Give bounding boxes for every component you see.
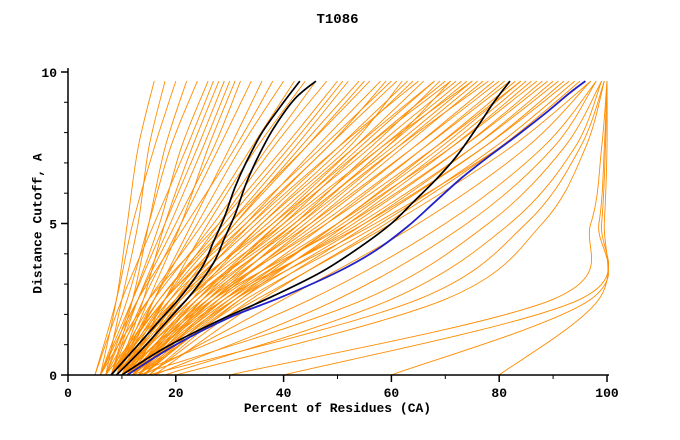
model-curve (99, 80, 225, 376)
model-curve (175, 80, 605, 376)
model-curve (99, 80, 155, 376)
model-curve (116, 80, 500, 376)
model-curve (164, 80, 603, 376)
model-curve (121, 80, 263, 376)
reference-curve (115, 80, 317, 376)
model-curve (132, 80, 597, 376)
x-tick-label: 20 (168, 386, 184, 401)
model-curve (391, 81, 609, 376)
model-curve (116, 80, 344, 376)
x-tick-label: 60 (384, 386, 400, 401)
model-curve (121, 80, 548, 376)
model-curve (143, 80, 592, 376)
y-tick-label: 5 (49, 218, 57, 233)
x-tick-label: 40 (276, 386, 292, 401)
x-tick-label: 0 (64, 386, 72, 401)
model-curve (229, 81, 608, 376)
y-tick-label: 0 (49, 369, 57, 384)
model-curve (143, 80, 522, 376)
model-curve (121, 80, 489, 376)
model-curve (99, 80, 274, 376)
model-curve (154, 80, 597, 376)
model-curve (132, 80, 559, 376)
highlight-curve (126, 80, 586, 376)
model-curve (110, 80, 387, 376)
model-curve (148, 80, 565, 376)
model-curve (132, 80, 441, 376)
model-curve (105, 80, 392, 376)
model-curve (121, 80, 522, 376)
x-tick-label: 80 (491, 386, 507, 401)
model-curve (110, 80, 252, 376)
model-curve (137, 80, 575, 376)
reference-curve (110, 80, 301, 376)
y-tick-label: 10 (41, 66, 57, 81)
model-curve (105, 80, 209, 376)
x-axis-label: Percent of Residues (CA) (243, 401, 432, 416)
model-curve (116, 80, 408, 376)
reference-curve (121, 80, 511, 376)
model-curve (127, 80, 570, 376)
model-curve (283, 81, 609, 376)
model-curve (110, 80, 317, 376)
model-curve (110, 80, 371, 376)
model-curve (137, 80, 435, 376)
model-curve (148, 80, 605, 376)
model-curve (105, 80, 166, 376)
model-curve (110, 80, 419, 376)
model-curve (153, 80, 581, 376)
model-curve (132, 80, 527, 376)
y-axis-label: Distance Cutoff, A (30, 153, 46, 294)
model-curve (94, 80, 177, 376)
chart-title: T1086 (316, 12, 359, 28)
model-curve (116, 80, 473, 376)
model-curve (137, 80, 602, 376)
model-curve (121, 80, 462, 376)
model-curve (99, 80, 198, 376)
x-tick-label: 100 (595, 386, 619, 401)
model-curve (110, 80, 451, 376)
model-curve (116, 80, 435, 376)
model-curve (132, 80, 495, 376)
curves-layer (94, 80, 609, 376)
model-curve (498, 81, 609, 376)
model-curve (105, 80, 241, 376)
model-curve (137, 80, 543, 376)
model-curve (110, 80, 231, 376)
model-curve (121, 80, 365, 376)
model-curve (99, 80, 338, 376)
model-curve (94, 80, 214, 376)
